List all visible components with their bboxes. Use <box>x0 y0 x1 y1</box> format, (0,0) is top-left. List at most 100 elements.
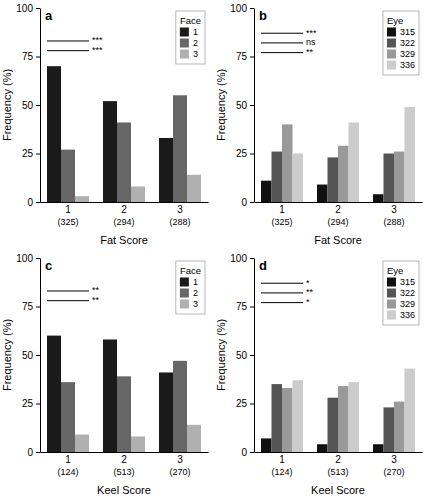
y-tick: 25 <box>236 148 254 159</box>
x-tick: 2 (294) <box>113 202 134 227</box>
tick-sublabel: (124) <box>271 467 292 477</box>
bar <box>373 194 384 202</box>
bar <box>349 382 360 452</box>
significance-label: *** <box>306 28 317 38</box>
significance-line <box>261 292 303 293</box>
y-tick: 0 <box>27 447 40 458</box>
significance-line <box>47 300 89 301</box>
x-tick: 3(270) <box>169 452 190 477</box>
bar <box>405 107 416 202</box>
tick-label: 100 <box>230 253 247 264</box>
tick-mark <box>250 258 254 259</box>
bar <box>338 386 349 452</box>
tick-mark <box>250 57 254 58</box>
legend-label: 322 <box>400 38 415 48</box>
tick-mark <box>36 452 40 453</box>
legend-label: 2 <box>193 38 198 48</box>
bar <box>47 66 61 202</box>
panel-label: a <box>45 8 53 23</box>
y-tick: 100 <box>16 253 40 264</box>
tick-mark <box>250 154 254 155</box>
tick-label: 50 <box>22 100 34 111</box>
x-tick: 2(513) <box>113 452 134 477</box>
legend-swatch <box>387 311 396 320</box>
bars <box>261 107 415 202</box>
y-tick: 50 <box>22 100 40 111</box>
x-axis: 1(325)2(294)3(288) <box>255 202 423 227</box>
tick-sublabel: (294) <box>113 217 134 227</box>
tick-sublabel: (270) <box>169 467 190 477</box>
y-tick: 75 <box>22 301 40 312</box>
y-tick: 25 <box>236 398 254 409</box>
bar <box>317 444 328 452</box>
bar <box>173 361 187 452</box>
tick-mark <box>250 105 254 106</box>
tick-label: 75 <box>236 51 248 62</box>
tick-mark <box>250 8 254 9</box>
tick-mark <box>36 258 40 259</box>
legend-label: 329 <box>400 299 415 309</box>
panel-label: c <box>45 258 52 273</box>
y-tick: 0 <box>27 197 40 208</box>
tick-label: 25 <box>236 398 248 409</box>
y-tick: 25 <box>22 148 40 159</box>
y-axis-title: Frequency (%) <box>1 319 13 391</box>
tick-label: 0 <box>241 197 247 208</box>
bar <box>75 196 89 202</box>
tick-sublabel: (294) <box>327 217 348 227</box>
tick-label: 3 <box>391 204 397 215</box>
bar <box>384 154 395 203</box>
legend-swatch <box>387 39 396 48</box>
legend-swatch <box>180 289 189 298</box>
tick-label: 100 <box>16 253 33 264</box>
legend: Face123 <box>176 261 205 314</box>
tick-label: 2 <box>335 204 341 215</box>
tick-label: 1 <box>279 204 285 215</box>
legend-label: 1 <box>193 277 198 287</box>
tick-mark <box>250 202 254 203</box>
legend-label: 3 <box>193 299 198 309</box>
panel: 02550751001(325)2(294)3(288)Fat ScoreFre… <box>1 3 209 246</box>
x-tick: 2 (294) <box>327 202 348 227</box>
annotations: **** <box>261 278 314 307</box>
axis-line <box>254 9 255 203</box>
x-axis: 1(124)2(513)3(270) <box>255 452 423 477</box>
bar <box>293 380 304 452</box>
y-tick: 75 <box>236 51 254 62</box>
panel-label: d <box>259 258 267 273</box>
significance-label: ** <box>92 295 100 305</box>
tick-label: 1 <box>65 454 71 465</box>
bar <box>103 339 117 452</box>
tick-label: 50 <box>22 350 34 361</box>
legend-label: 315 <box>400 27 415 37</box>
axis-line <box>40 9 41 203</box>
tick-sublabel: (513) <box>327 467 348 477</box>
bar <box>47 336 61 452</box>
bar <box>75 435 89 452</box>
y-axis-title: Frequency (%) <box>215 69 227 141</box>
legend-swatch <box>180 28 189 37</box>
legend-frame <box>176 261 205 314</box>
tick-mark <box>36 404 40 405</box>
significance-line <box>47 290 89 291</box>
y-tick: 0 <box>241 447 254 458</box>
tick-label: 1 <box>65 204 71 215</box>
y-axis-title: Frequency (%) <box>1 69 13 141</box>
legend-swatch <box>387 61 396 70</box>
bars <box>47 336 201 452</box>
legend-frame <box>383 261 419 325</box>
tick-label: 0 <box>27 447 33 458</box>
bar <box>328 398 339 452</box>
bar <box>272 384 283 452</box>
bar <box>282 124 293 202</box>
x-tick: 3(288) <box>383 202 404 227</box>
figure: 02550751001(325)2(294)3(288)Fat ScoreFre… <box>0 0 428 500</box>
tick-mark <box>250 404 254 405</box>
tick-label: 2 <box>121 204 127 215</box>
bar <box>394 152 405 202</box>
bar <box>384 407 395 452</box>
tick-label: 2 <box>121 454 127 465</box>
y-tick: 75 <box>236 301 254 312</box>
bar <box>373 444 384 452</box>
significance-label: ns <box>306 37 316 47</box>
